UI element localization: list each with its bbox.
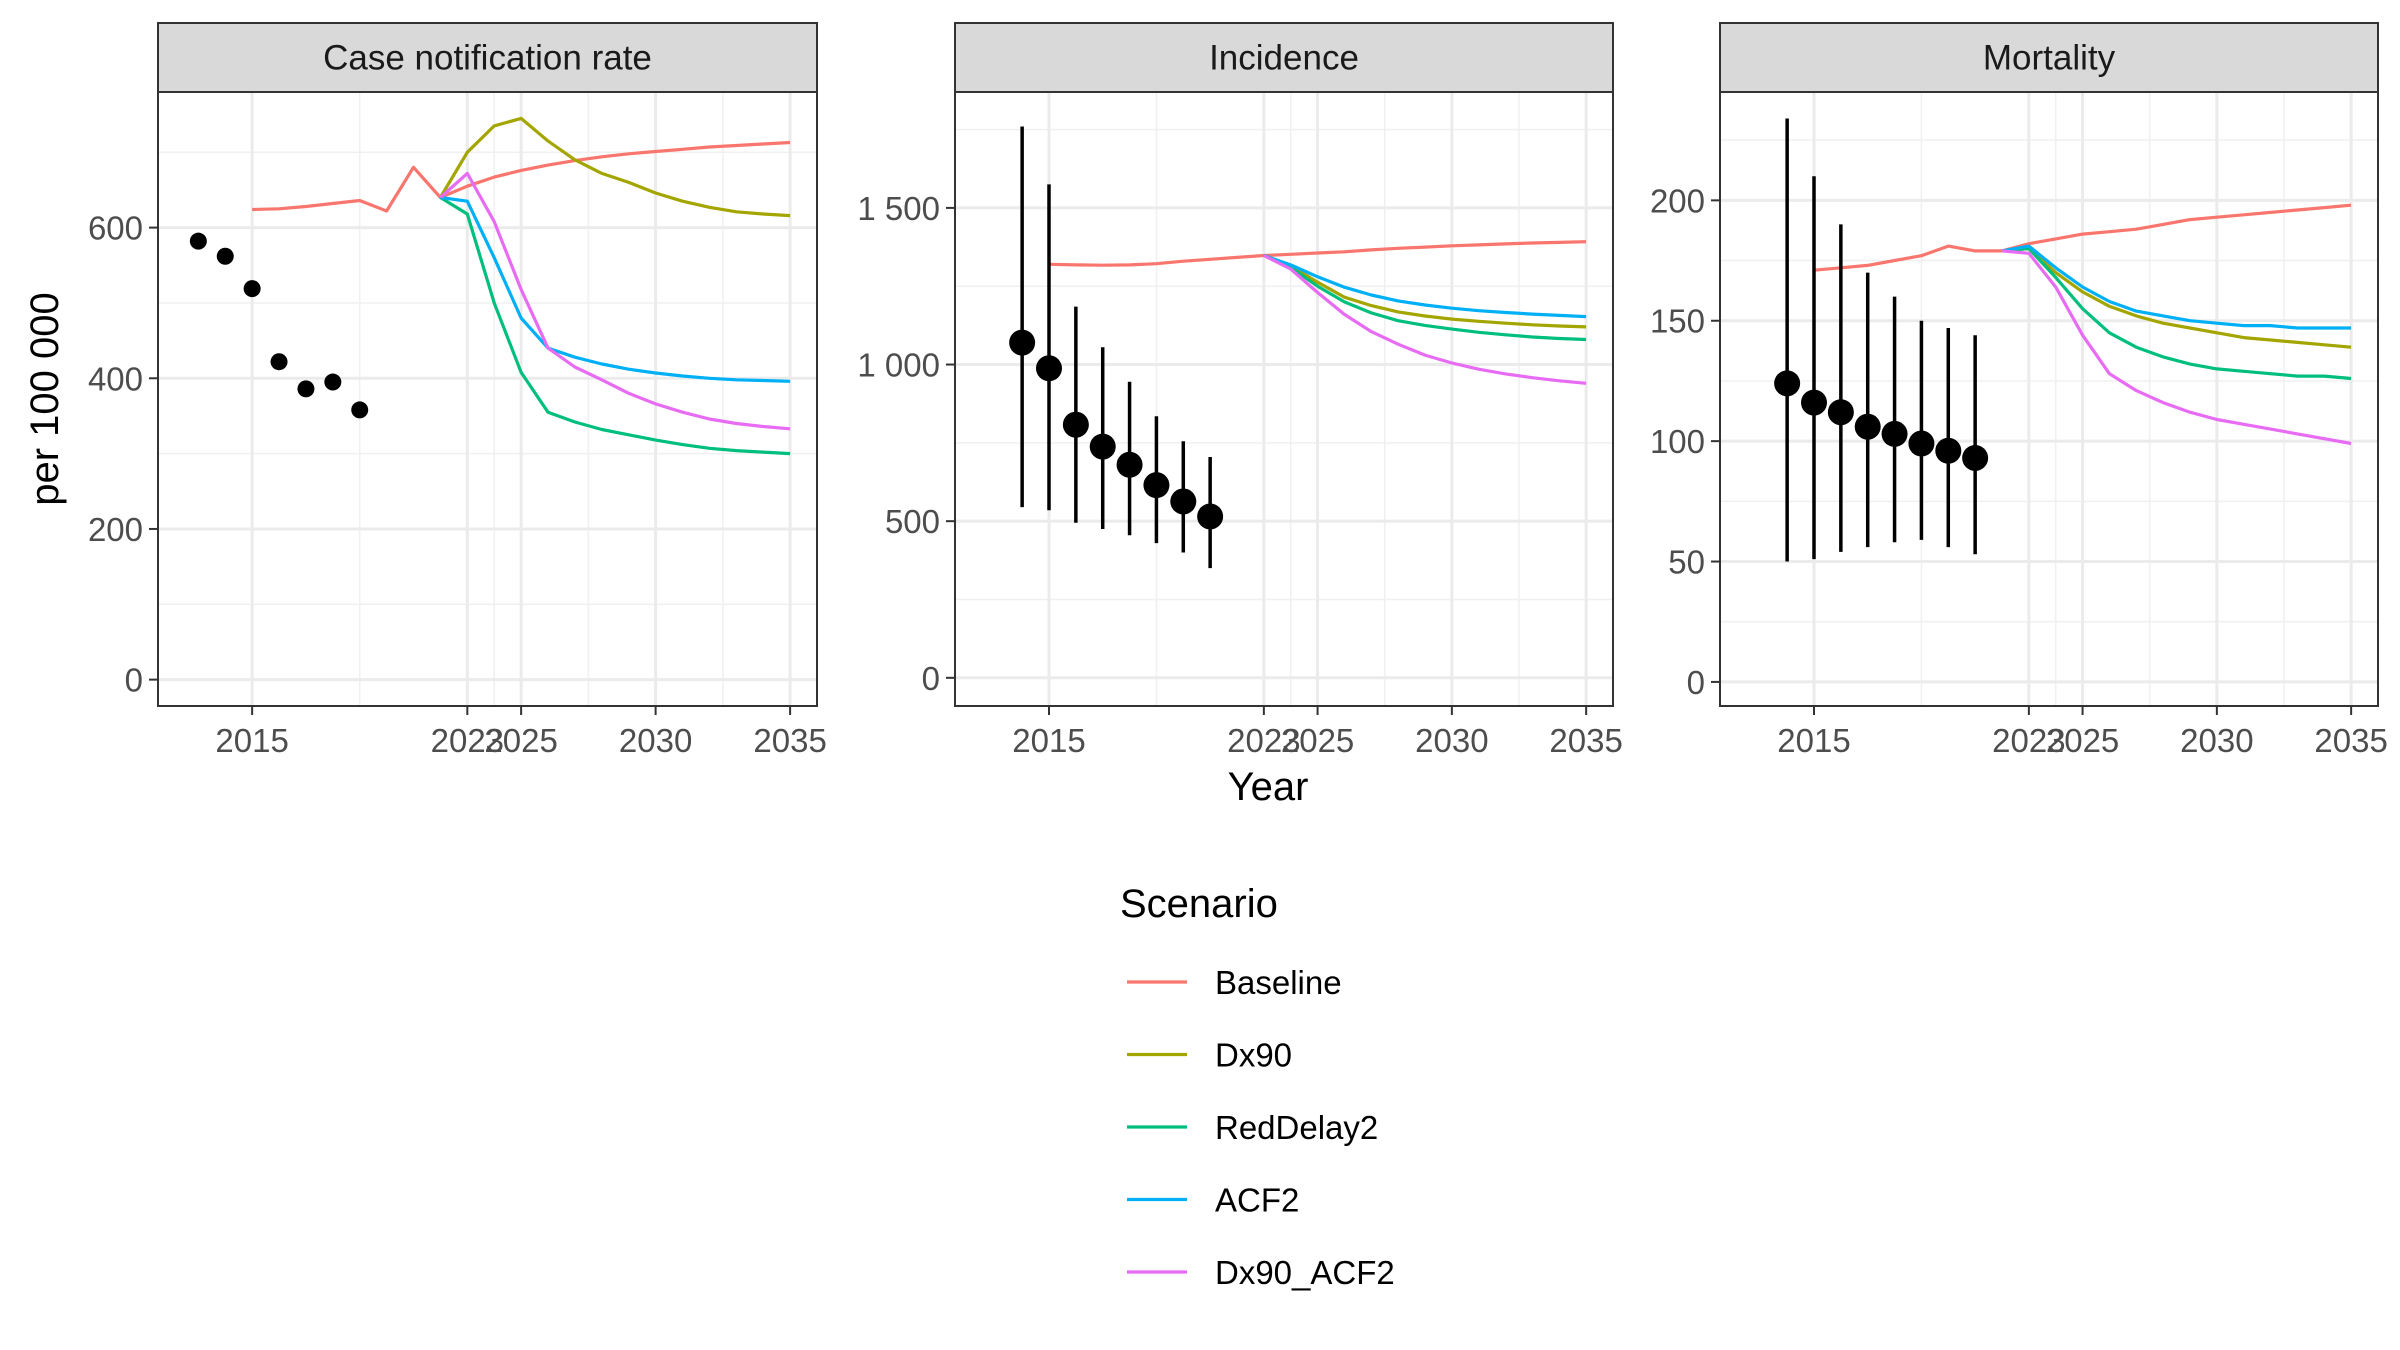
observed-point — [1774, 370, 1801, 397]
legend-label: Baseline — [1215, 964, 1342, 1001]
y-tick-label: 150 — [1650, 303, 1705, 340]
series-line-reddelay2 — [1263, 254, 1587, 342]
x-tick-label: 2030 — [1415, 722, 1488, 759]
series-line-acf2 — [1263, 253, 1587, 319]
legend-label: Dx90_ACF2 — [1215, 1254, 1395, 1291]
series-line-baseline — [1813, 203, 2352, 272]
y-tick-label: 1 500 — [857, 190, 940, 227]
observed-point — [1908, 430, 1935, 457]
series-line-dx90-acf2 — [2001, 249, 2352, 446]
observed-point — [1089, 433, 1116, 460]
strip-title: Incidence — [1209, 39, 1359, 78]
x-tick-label: 2025 — [1281, 722, 1354, 759]
legend-entry-dx90: Dx90 — [1127, 1037, 1292, 1074]
legend-entry-reddelay2: RedDelay2 — [1127, 1109, 1378, 1146]
series-line-acf2 — [440, 195, 791, 383]
panel-border — [1719, 91, 2379, 707]
observed-point — [297, 380, 315, 398]
y-tick-label: 0 — [125, 662, 143, 699]
strip-title: Mortality — [1983, 39, 2116, 78]
observed-point — [1962, 444, 1989, 471]
y-tick-label: 0 — [1687, 664, 1705, 701]
strip-mortality — [1719, 22, 2379, 93]
y-tick-label: 400 — [88, 360, 143, 397]
strip-case-notification-rate — [157, 22, 818, 93]
x-tick-label: 2023 — [1992, 722, 2065, 759]
x-tick-label: 2025 — [484, 722, 557, 759]
legend-entry-acf2: ACF2 — [1127, 1182, 1299, 1219]
y-tick-label: 1 000 — [857, 347, 940, 384]
x-axis-title: Year — [1228, 765, 1309, 809]
y-axis-title: per 100 000 — [23, 292, 67, 506]
panel-border — [157, 91, 818, 707]
series-line-reddelay2 — [2001, 246, 2352, 381]
observed-point — [1062, 411, 1089, 438]
x-tick-label: 2015 — [215, 722, 288, 759]
observed-point — [1881, 420, 1908, 447]
y-tick-label: 600 — [88, 210, 143, 247]
series-line-reddelay2 — [439, 196, 791, 456]
x-tick-label: 2030 — [619, 722, 692, 759]
observed-point — [1801, 389, 1827, 416]
observed-point — [1197, 503, 1224, 530]
legend-entry-baseline: Baseline — [1127, 964, 1342, 1001]
y-tick-label: 500 — [885, 503, 940, 540]
observed-point — [270, 353, 288, 371]
y-tick-label: 200 — [88, 511, 143, 548]
legend: Scenario Baseline Dx90 RedDelay2 ACF2 Dx90_AC… — [1120, 882, 1395, 1291]
legend-label: ACF2 — [1215, 1182, 1299, 1219]
x-tick-label: 2025 — [2046, 722, 2119, 759]
observed-point — [324, 373, 342, 391]
observed-point — [243, 280, 261, 298]
legend-entry-dx90-acf2: Dx90_ACF2 — [1127, 1254, 1395, 1291]
observed-point — [216, 247, 234, 265]
observed-point — [1827, 399, 1854, 426]
y-tick-label: 50 — [1668, 544, 1705, 581]
legend-label: RedDelay2 — [1215, 1109, 1378, 1146]
y-tick-label: 0 — [922, 660, 940, 697]
observed-point — [1935, 437, 1962, 464]
panel-background — [158, 92, 817, 706]
series-line-dx90 — [439, 116, 791, 218]
legend-label: Dx90 — [1215, 1037, 1292, 1074]
observed-point — [1143, 472, 1170, 499]
observed-point — [1009, 329, 1036, 356]
observed-point — [351, 401, 369, 419]
x-tick-label: 2035 — [1549, 722, 1622, 759]
panel-background — [955, 92, 1613, 706]
series-line-baseline — [1048, 240, 1587, 267]
observed-point — [1854, 413, 1881, 440]
series-line-dx90-acf2 — [439, 171, 791, 431]
panel-background — [1720, 92, 2378, 706]
legend-title: Scenario — [1120, 882, 1278, 926]
x-tick-label: 2035 — [2314, 722, 2387, 759]
observed-point — [189, 232, 207, 250]
strip-title: Case notification rate — [323, 39, 652, 78]
x-tick-label: 2023 — [431, 722, 504, 759]
x-tick-label: 2030 — [2180, 722, 2253, 759]
x-tick-label: 2023 — [1227, 722, 1300, 759]
y-tick-label: 100 — [1650, 423, 1705, 460]
observed-point — [1116, 451, 1143, 478]
series-line-dx90 — [1263, 254, 1587, 329]
series-line-dx90 — [2001, 246, 2352, 349]
x-tick-label: 2015 — [1012, 722, 1085, 759]
y-tick-label: 200 — [1650, 182, 1705, 219]
x-tick-label: 2015 — [1777, 722, 1850, 759]
strip-incidence — [954, 22, 1614, 93]
series-line-baseline — [252, 140, 791, 213]
series-line-acf2 — [2001, 244, 2352, 330]
series-line-dx90-acf2 — [1263, 254, 1587, 385]
observed-point — [1170, 488, 1197, 515]
observed-point — [1036, 355, 1062, 382]
x-tick-label: 2035 — [753, 722, 826, 759]
panel-border — [954, 91, 1614, 707]
